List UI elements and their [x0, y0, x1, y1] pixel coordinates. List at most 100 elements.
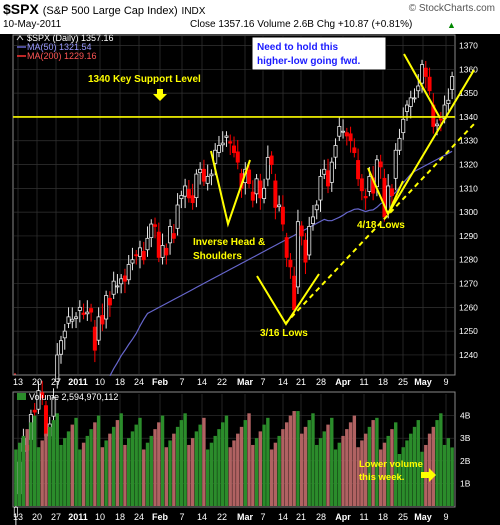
candle-body: [273, 180, 278, 208]
volume-bar: [32, 415, 37, 506]
candle-body: [40, 392, 45, 399]
volume-bar: [330, 417, 334, 506]
candle-body: [183, 185, 188, 197]
callout-pointer: [403, 53, 441, 119]
candle-body: [228, 141, 233, 144]
volume-bar: [179, 420, 184, 506]
volume-bar: [269, 449, 274, 506]
candle-body: [89, 308, 94, 313]
volume-bar: [307, 420, 311, 506]
volume-bar: [345, 429, 349, 506]
x-tick-label-bottom: 7: [260, 512, 265, 522]
candle-body: [262, 187, 267, 199]
volume-bar: [299, 433, 304, 506]
candle-body: [171, 233, 176, 239]
x-tick-label: 2011: [68, 377, 88, 387]
ma50-line: [109, 150, 453, 377]
volume-bar: [352, 415, 357, 506]
volume-bar: [356, 447, 360, 506]
candle-body: [160, 245, 165, 258]
candle-body: [153, 224, 158, 227]
volume-bar: [14, 449, 18, 506]
candle-body: [190, 195, 195, 204]
x-tick-label: 11: [359, 377, 368, 387]
volume-bar: [44, 433, 48, 506]
ma50-path: [109, 150, 453, 377]
candle-body: [107, 297, 112, 306]
price-tick-label: 1290: [459, 231, 478, 241]
volume-bar: [236, 433, 240, 506]
x-tick-label: 18: [378, 377, 388, 387]
candle-body: [284, 237, 289, 258]
candle-body: [280, 206, 285, 225]
volume-bar: [115, 420, 120, 506]
x-tick-label-bottom: 14: [278, 512, 288, 522]
volume-bar: [386, 435, 390, 506]
x-tick-label-bottom: 2011: [68, 512, 88, 522]
candle-body: [277, 204, 282, 208]
volume-bar: [446, 438, 451, 506]
candle-body: [247, 169, 252, 184]
candle-body: [374, 159, 379, 188]
price-tick-label: 1360: [459, 64, 478, 74]
candle-body: [209, 173, 214, 177]
x-tick-label-bottom: 24: [134, 512, 144, 522]
x-tick-label-bottom: 7: [179, 512, 184, 522]
x-tick-label-bottom: May: [414, 512, 432, 522]
symbol: $SPX: [3, 1, 39, 17]
legend-volume-swatch: [17, 393, 26, 400]
volume-bar: [183, 413, 187, 506]
candle-body: [66, 316, 71, 324]
legend-price: $SPX (Daily) 1357.16: [27, 33, 114, 43]
ihs-label-line1: Inverse Head &: [193, 237, 265, 248]
candle-body: [137, 247, 142, 257]
volume-bar: [172, 433, 176, 506]
volume-bar: [74, 417, 78, 506]
volume-bar: [224, 415, 229, 506]
volume-bar: [202, 417, 206, 506]
x-tick-label: 21: [296, 377, 306, 387]
volume-bar: [367, 426, 372, 506]
candle-body: [149, 223, 154, 239]
candle-body: [265, 156, 270, 180]
volume-bar: [63, 438, 67, 506]
symbol-title: $SPX (S&P 500 Large Cap Index) INDX: [3, 1, 205, 17]
volume-bar: [303, 426, 308, 506]
volume-bar: [100, 447, 105, 506]
candle-body: [337, 126, 342, 137]
volume-bar: [221, 422, 225, 506]
candle-body: [288, 259, 293, 268]
candle-body: [164, 247, 169, 256]
candle-body: [344, 132, 349, 137]
candle-body: [168, 226, 173, 244]
volume-bar: [262, 424, 266, 506]
x-tick-label: 18: [115, 377, 125, 387]
volume-bar: [149, 435, 153, 506]
volume-bar: [375, 417, 379, 506]
volume-bars: [14, 411, 454, 506]
x-tick-label-bottom: 18: [115, 512, 125, 522]
candle-body: [100, 315, 105, 325]
volume-tick-label: 1B: [460, 478, 471, 488]
volume-bar: [127, 438, 131, 506]
candle-body: [307, 226, 312, 256]
volume-bar: [157, 422, 161, 506]
callout-line1: Need to hold this: [257, 42, 339, 53]
volume-bar: [168, 440, 172, 506]
candle-body: [427, 76, 432, 92]
x-tick-label: 7: [260, 377, 265, 387]
candle-body: [85, 311, 90, 315]
volume-bar: [142, 449, 146, 506]
volume-bar: [266, 417, 270, 506]
volume-bar: [412, 426, 417, 506]
volume-bar: [21, 435, 26, 506]
volume-bar: [164, 447, 169, 506]
volume-bar: [25, 429, 29, 506]
index-name: (S&P 500 Large Cap Index): [42, 5, 178, 17]
candle-body: [404, 104, 409, 112]
volume-bar: [123, 444, 127, 506]
volume-bar: [292, 411, 296, 506]
x-tick-label-bottom: 27: [51, 512, 61, 522]
volume-bar: [450, 447, 454, 506]
